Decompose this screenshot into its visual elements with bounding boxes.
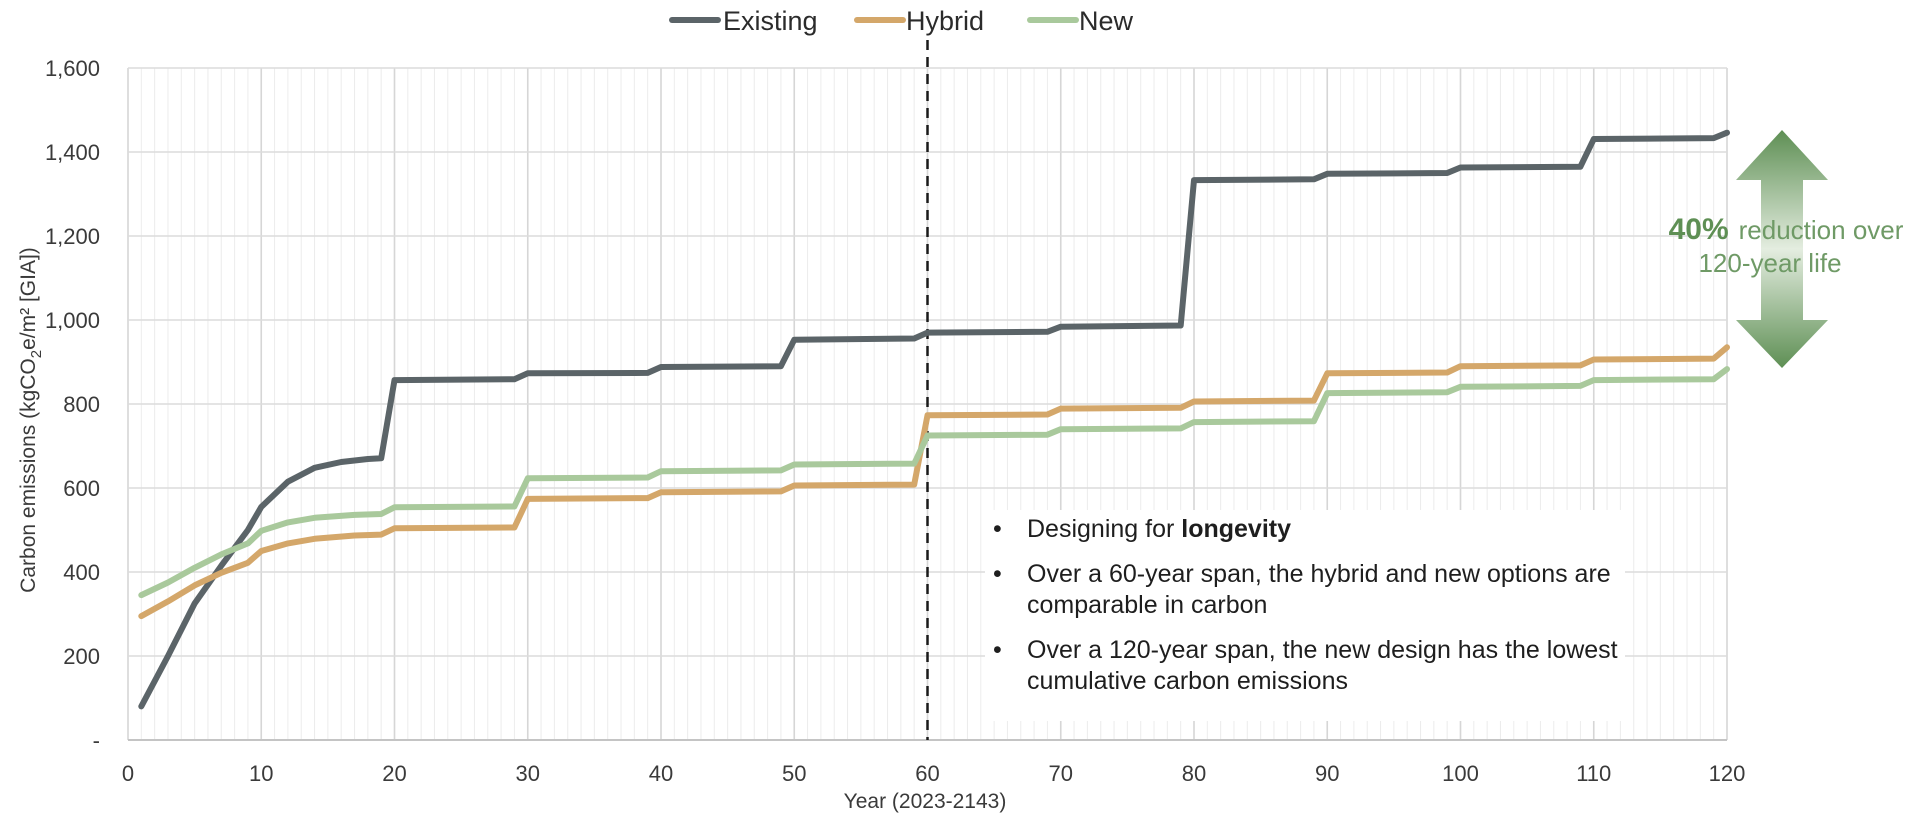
series-line-hybrid <box>138 344 1730 620</box>
x-tick-label: 70 <box>1049 761 1073 786</box>
x-tick-label: 110 <box>1576 761 1611 786</box>
x-tick-label: 120 <box>1709 761 1746 786</box>
bullet-dot: • <box>993 636 1002 664</box>
bullet-bold-text: longevity <box>1181 515 1291 543</box>
y-axis-ticks: - 200 400 600 800 1,000 1,200 1,400 1,600 <box>45 56 100 753</box>
bullet-item-120-year: • Over a 120-year span, the new design ha… <box>985 635 1625 697</box>
y-axis-label-part2: e/m² [GIA]) <box>17 247 40 350</box>
double-arrow-icon <box>1736 130 1828 368</box>
y-tick-label: 1,000 <box>45 308 100 333</box>
x-axis-ticks: 0 10 20 30 40 50 60 70 80 90 100 110 120 <box>122 761 1745 786</box>
legend-label-hybrid: Hybrid <box>906 6 984 36</box>
series-line-existing <box>138 129 1730 710</box>
x-tick-label: 0 <box>122 761 134 786</box>
y-tick-label: 800 <box>63 392 100 417</box>
y-tick-label: - <box>93 728 100 753</box>
x-tick-label: 40 <box>649 761 673 786</box>
reduction-text-2: 120-year life <box>1698 248 1841 278</box>
x-axis-label: Year (2023-2143) <box>844 790 1007 813</box>
legend: Existing Hybrid New <box>669 6 1134 36</box>
x-tick-label: 10 <box>249 761 273 786</box>
bullet-list: • Designing for longevity • Over a 60-year… <box>985 510 1625 721</box>
y-tick-label: 1,600 <box>45 56 100 81</box>
bullet-item-60-year: • Over a 60-year span, the hybrid and new… <box>985 559 1625 621</box>
y-tick-label: 400 <box>63 560 100 585</box>
reduction-text-1: reduction over <box>1739 215 1904 245</box>
reduction-percent: 40% <box>1669 213 1729 246</box>
bullet-text: Designing for <box>1027 515 1182 543</box>
y-axis-label-part1: Carbon emissions (kgCO <box>17 358 40 593</box>
legend-label-existing: Existing <box>723 6 818 36</box>
y-tick-label: 1,200 <box>45 224 100 249</box>
x-tick-label: 90 <box>1315 761 1339 786</box>
bullet-text: Over a 60-year span, the hybrid and new … <box>1027 560 1611 619</box>
x-tick-label: 60 <box>915 761 939 786</box>
y-axis-label: Carbon emissions (kgCO2e/m² [GIA]) <box>17 247 45 593</box>
bullet-text: Over a 120-year span, the new design has… <box>1027 636 1618 695</box>
y-tick-label: 1,400 <box>45 140 100 165</box>
x-tick-label: 50 <box>782 761 806 786</box>
y-tick-label: 600 <box>63 476 100 501</box>
reduction-annotation: 40% reduction over <box>1669 213 1904 246</box>
x-tick-label: 30 <box>516 761 540 786</box>
bullet-dot: • <box>993 560 1002 588</box>
x-tick-label: 100 <box>1442 761 1479 786</box>
y-tick-label: 200 <box>63 644 100 669</box>
series-lines <box>138 129 1730 710</box>
y-axis-label-subscript: 2 <box>28 350 45 358</box>
x-tick-label: 20 <box>382 761 406 786</box>
bullet-dot: • <box>993 515 1002 543</box>
series-line-new <box>138 366 1730 599</box>
legend-label-new: New <box>1079 6 1134 36</box>
x-tick-label: 80 <box>1182 761 1206 786</box>
bullet-item-longevity: • Designing for longevity <box>985 514 1625 545</box>
